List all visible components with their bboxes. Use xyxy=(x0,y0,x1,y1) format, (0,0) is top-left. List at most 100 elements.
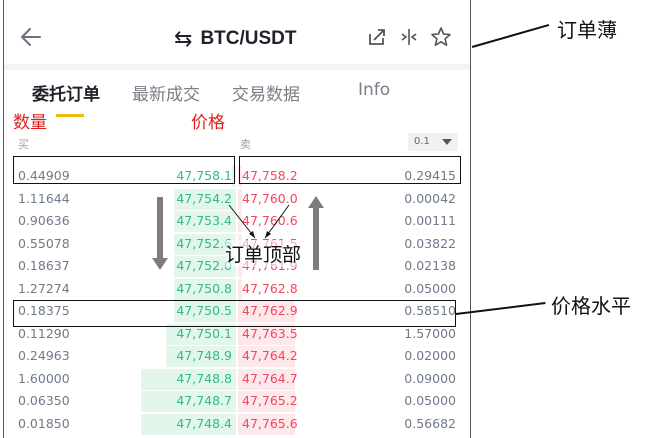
ask-depth-bar xyxy=(238,391,295,412)
order-book-row[interactable]: 1.11644 47,754.2 47,760.0 0.00042 xyxy=(4,188,470,211)
bid-price: 47,748.4 xyxy=(176,415,232,431)
header-separator xyxy=(4,64,470,70)
bid-depth-bar xyxy=(141,368,236,390)
order-book-row[interactable]: 0.44909 47,758.1 47,758.2 0.29415 xyxy=(4,165,470,188)
bid-price: 47,752.6 xyxy=(176,235,232,251)
active-tab-indicator xyxy=(56,114,84,117)
ask-quantity: 0.05000 xyxy=(404,280,456,296)
ask-price: 47,760.6 xyxy=(242,213,298,228)
quantity-label: 数量 xyxy=(13,113,47,133)
bid-price: 47,750.5 xyxy=(176,303,232,318)
tab-data[interactable]: 交易数据 xyxy=(232,85,300,105)
pointer-arrows xyxy=(228,204,290,239)
ask-depth-bar xyxy=(238,346,295,367)
ask-depth-bar xyxy=(238,188,242,210)
ask-quantity: 0.29415 xyxy=(404,168,456,183)
ask-quantity: 0.02138 xyxy=(404,258,456,273)
ask-price: 47,760.0 xyxy=(242,190,298,206)
bid-price: 47,748.7 xyxy=(176,393,232,408)
tab-info[interactable]: Info xyxy=(358,80,391,100)
ask-price: 47,762.8 xyxy=(242,280,298,296)
ask-depth-bar xyxy=(238,301,295,322)
bid-depth-bar xyxy=(166,346,236,367)
price-level-highlight xyxy=(13,300,456,327)
bid-price: 47,752.0 xyxy=(176,258,232,273)
ask-depth-bar xyxy=(238,278,242,300)
ask-depth-bar xyxy=(238,368,295,390)
order-book-row[interactable]: 0.18375 47,750.5 47,762.9 0.58510 xyxy=(4,300,470,323)
bid-depth-bar xyxy=(174,211,236,232)
order-book-row[interactable]: 1.27274 47,750.8 47,762.8 0.05000 xyxy=(4,278,470,301)
bid-quantity: 1.60000 xyxy=(18,370,70,386)
bid-quantity: 0.55078 xyxy=(18,235,70,251)
ask-quantity: 0.05000 xyxy=(404,393,456,408)
tab-trades[interactable]: 最新成交 xyxy=(132,85,200,105)
pair-selector[interactable]: ⇆ BTC/USDT xyxy=(174,26,297,52)
bid-quantity: 0.11290 xyxy=(18,325,70,341)
sell-column-header: 卖 xyxy=(240,138,251,151)
order-book-row[interactable]: 0.11290 47,750.1 47,763.5 1.57000 xyxy=(4,323,470,346)
tab-bar: 委托订单 最新成交 交易数据 Info xyxy=(4,80,470,112)
back-arrow-icon[interactable] xyxy=(18,24,44,50)
up-arrow-shaft xyxy=(313,208,319,270)
bid-depth-bar xyxy=(141,413,236,435)
ask-quantity: 1.57000 xyxy=(404,325,456,341)
ask-price: 47,764.2 xyxy=(242,348,298,363)
bid-quantity: 1.11644 xyxy=(18,190,70,206)
depth-precision-select[interactable]: 0.1 xyxy=(408,133,458,151)
header-actions xyxy=(366,26,452,48)
ask-price: 47,765.6 xyxy=(242,415,298,431)
buy-column-header: 买 xyxy=(18,138,29,151)
bid-price: 47,750.1 xyxy=(176,325,232,341)
order-book-callout-line xyxy=(471,23,550,48)
order-book-row[interactable]: 0.90636 47,753.4 47,760.6 0.00111 xyxy=(4,210,470,233)
swap-icon: ⇆ xyxy=(174,26,193,51)
bid-quantity: 0.44909 xyxy=(18,168,70,183)
compare-icon[interactable] xyxy=(398,26,420,48)
ask-price: 47,764.7 xyxy=(242,370,298,386)
ask-price: 47,765.2 xyxy=(242,393,298,408)
bid-depth-bar xyxy=(174,188,236,210)
price-label: 价格 xyxy=(191,113,225,133)
ask-depth-bar xyxy=(238,166,242,187)
top-of-book-label: 订单顶部 xyxy=(225,240,302,267)
ask-depth-bar xyxy=(238,413,295,435)
bid-depth-bar xyxy=(141,391,236,412)
ask-quantity: 0.00042 xyxy=(404,190,456,206)
order-book-row[interactable]: 0.01850 47,748.4 47,765.6 0.56682 xyxy=(4,413,470,436)
ask-depth-bar xyxy=(238,211,242,232)
top-ask-highlight xyxy=(239,156,461,184)
bid-quantity: 0.18375 xyxy=(18,303,70,318)
ask-price: 47,763.5 xyxy=(242,325,298,341)
bid-depth-bar xyxy=(174,301,236,322)
bid-price: 47,758.1 xyxy=(176,168,232,183)
down-arrow-shaft xyxy=(157,197,163,259)
bid-quantity: 0.06350 xyxy=(18,393,70,408)
ask-quantity: 0.09000 xyxy=(404,370,456,386)
order-book-row[interactable]: 0.24963 47,748.9 47,764.2 0.02000 xyxy=(4,345,470,368)
bid-quantity: 0.24963 xyxy=(18,348,70,363)
share-icon[interactable] xyxy=(366,26,388,48)
header: ⇆ BTC/USDT xyxy=(4,14,470,64)
ask-price: 47,758.2 xyxy=(242,168,298,183)
bid-quantity: 0.18637 xyxy=(18,258,70,273)
bid-price: 47,750.8 xyxy=(176,280,232,296)
bid-depth-bar xyxy=(166,323,236,345)
tab-orders[interactable]: 委托订单 xyxy=(32,85,100,105)
price-level-callout: 价格水平 xyxy=(551,294,631,318)
bid-quantity: 0.90636 xyxy=(18,213,70,228)
ask-depth-bar xyxy=(238,323,295,345)
order-book-callout: 订单薄 xyxy=(557,18,617,42)
down-arrow-icon xyxy=(152,258,168,270)
order-book-row[interactable]: 0.06350 47,748.7 47,765.2 0.05000 xyxy=(4,390,470,413)
bid-price: 47,754.2 xyxy=(176,190,232,206)
bid-depth-bar xyxy=(174,256,236,277)
chevron-down-icon xyxy=(442,139,452,145)
ask-quantity: 0.03822 xyxy=(404,235,456,251)
star-icon[interactable] xyxy=(430,26,452,48)
order-book-row[interactable]: 1.60000 47,748.8 47,764.7 0.09000 xyxy=(4,368,470,391)
ask-quantity: 0.02000 xyxy=(404,348,456,363)
ask-quantity: 0.56682 xyxy=(404,415,456,431)
bid-quantity: 1.27274 xyxy=(18,280,70,296)
depth-precision-value: 0.1 xyxy=(414,136,430,147)
